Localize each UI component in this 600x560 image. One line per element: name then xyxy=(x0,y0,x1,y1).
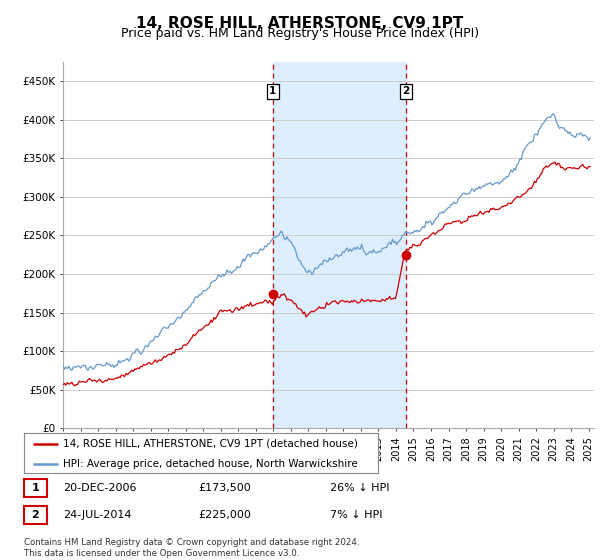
Bar xyxy=(273,62,406,428)
Text: Price paid vs. HM Land Registry's House Price Index (HPI): Price paid vs. HM Land Registry's House … xyxy=(121,27,479,40)
Text: £173,500: £173,500 xyxy=(198,483,251,493)
Text: 20-DEC-2006: 20-DEC-2006 xyxy=(63,483,137,493)
Text: 1: 1 xyxy=(269,86,277,96)
Text: £225,000: £225,000 xyxy=(198,510,251,520)
Text: 1: 1 xyxy=(32,483,39,493)
Text: 14, ROSE HILL, ATHERSTONE, CV9 1PT (detached house): 14, ROSE HILL, ATHERSTONE, CV9 1PT (deta… xyxy=(63,439,358,449)
Text: 2: 2 xyxy=(32,510,39,520)
Text: 24-JUL-2014: 24-JUL-2014 xyxy=(63,510,131,520)
Text: 26% ↓ HPI: 26% ↓ HPI xyxy=(330,483,389,493)
Text: 14, ROSE HILL, ATHERSTONE, CV9 1PT: 14, ROSE HILL, ATHERSTONE, CV9 1PT xyxy=(136,16,464,31)
Text: Contains HM Land Registry data © Crown copyright and database right 2024.
This d: Contains HM Land Registry data © Crown c… xyxy=(24,538,359,558)
Text: 7% ↓ HPI: 7% ↓ HPI xyxy=(330,510,383,520)
Text: HPI: Average price, detached house, North Warwickshire: HPI: Average price, detached house, Nort… xyxy=(63,459,358,469)
Text: 2: 2 xyxy=(402,86,409,96)
